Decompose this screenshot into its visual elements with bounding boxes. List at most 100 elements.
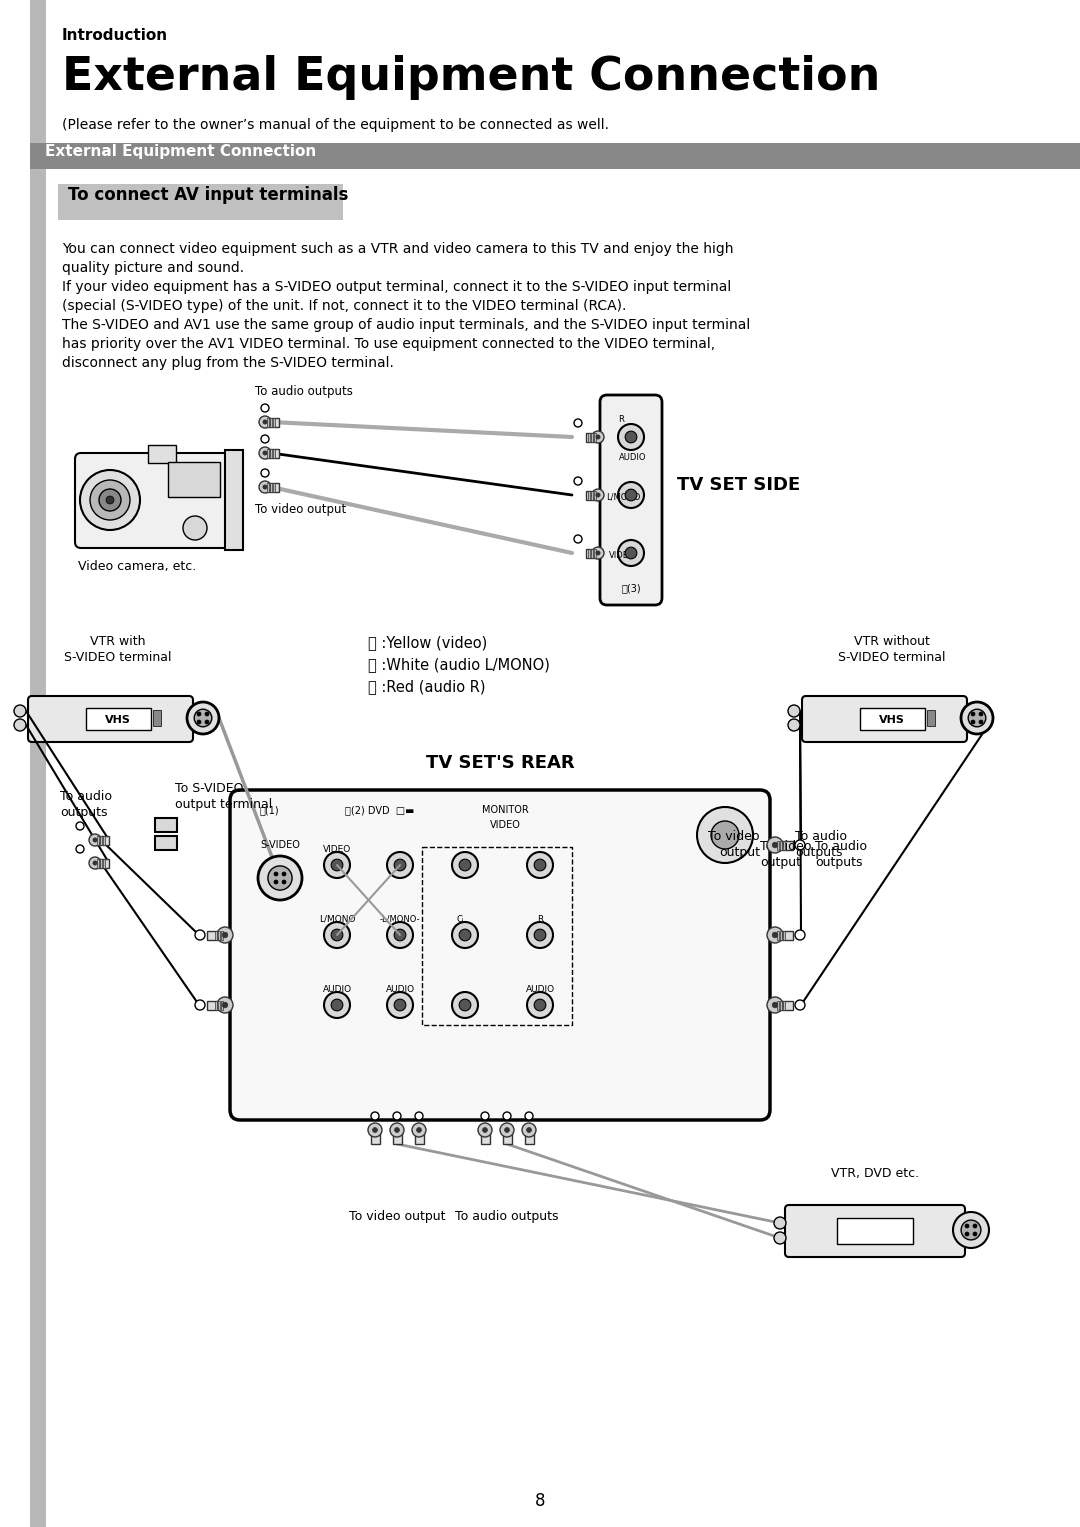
Circle shape <box>527 993 553 1019</box>
Circle shape <box>697 806 753 863</box>
Text: To audio outputs: To audio outputs <box>255 385 353 399</box>
Circle shape <box>76 844 84 854</box>
Circle shape <box>394 1127 400 1133</box>
Circle shape <box>274 872 278 876</box>
Circle shape <box>767 927 783 944</box>
Text: AUDIO: AUDIO <box>619 454 647 463</box>
Circle shape <box>258 857 302 899</box>
Text: output: output <box>719 846 760 860</box>
Bar <box>594 490 596 499</box>
Text: quality picture and sound.: quality picture and sound. <box>62 261 244 275</box>
Text: VHS: VHS <box>105 715 131 725</box>
Circle shape <box>262 450 267 455</box>
Bar <box>95 835 109 844</box>
Circle shape <box>971 721 975 724</box>
Circle shape <box>195 1000 205 1009</box>
Circle shape <box>261 405 269 412</box>
Text: 8: 8 <box>535 1492 545 1510</box>
Bar <box>86 709 151 730</box>
Text: To audio: To audio <box>795 831 847 843</box>
Circle shape <box>978 712 983 716</box>
Text: TV SET'S REAR: TV SET'S REAR <box>426 754 575 773</box>
Bar <box>270 417 272 426</box>
FancyBboxPatch shape <box>75 454 230 548</box>
Circle shape <box>387 993 413 1019</box>
Bar <box>30 0 46 1527</box>
Circle shape <box>795 840 805 851</box>
Bar <box>270 449 272 458</box>
Bar <box>780 930 782 939</box>
Circle shape <box>592 431 604 443</box>
Bar <box>370 1130 379 1144</box>
Circle shape <box>772 931 778 938</box>
Text: VIDEO: VIDEO <box>489 820 521 831</box>
Bar <box>586 548 598 557</box>
Bar <box>502 1130 512 1144</box>
Text: Cₗ: Cₗ <box>457 915 463 924</box>
Text: External Equipment Connection: External Equipment Connection <box>45 144 316 159</box>
Circle shape <box>390 1122 404 1138</box>
Circle shape <box>217 997 233 1012</box>
Text: ⬜(1): ⬜(1) <box>260 805 280 815</box>
Circle shape <box>393 1112 401 1119</box>
Bar <box>860 709 924 730</box>
Bar <box>588 548 590 557</box>
Text: outputs: outputs <box>60 806 108 818</box>
Circle shape <box>573 476 582 486</box>
Circle shape <box>966 1225 969 1228</box>
Text: To audio: To audio <box>815 840 867 854</box>
Circle shape <box>459 999 471 1011</box>
Circle shape <box>774 1232 786 1245</box>
Circle shape <box>282 872 286 876</box>
Text: outputs: outputs <box>815 857 863 869</box>
Circle shape <box>711 822 739 849</box>
Text: TV SET SIDE: TV SET SIDE <box>677 476 800 495</box>
Circle shape <box>387 922 413 948</box>
Circle shape <box>968 709 986 727</box>
Text: To video output: To video output <box>255 502 347 516</box>
Text: To S-VIDEO: To S-VIDEO <box>175 782 243 796</box>
Bar <box>153 710 161 725</box>
Circle shape <box>483 1127 487 1133</box>
Bar <box>168 463 220 496</box>
Circle shape <box>453 852 478 878</box>
Circle shape <box>183 516 207 541</box>
Circle shape <box>767 837 783 854</box>
Text: AUDIO: AUDIO <box>526 985 554 994</box>
Text: AUDIO: AUDIO <box>323 985 352 994</box>
Circle shape <box>417 1127 421 1133</box>
Circle shape <box>527 1127 531 1133</box>
Bar <box>777 930 779 939</box>
Bar <box>100 858 102 867</box>
Bar <box>97 858 99 867</box>
Circle shape <box>527 922 553 948</box>
Circle shape <box>332 999 342 1011</box>
Circle shape <box>205 712 210 716</box>
Circle shape <box>268 866 292 890</box>
Circle shape <box>197 712 201 716</box>
Circle shape <box>14 719 26 731</box>
Circle shape <box>368 1122 382 1138</box>
Circle shape <box>394 860 406 870</box>
Circle shape <box>596 435 600 440</box>
Text: To video output: To video output <box>349 1209 445 1223</box>
Text: has priority over the AV1 VIDEO terminal. To use equipment connected to the VIDE: has priority over the AV1 VIDEO terminal… <box>62 337 715 351</box>
Text: VIDEO: VIDEO <box>609 551 636 559</box>
Circle shape <box>259 481 271 493</box>
Bar <box>837 1219 913 1245</box>
Text: disconnect any plug from the S-VIDEO terminal.: disconnect any plug from the S-VIDEO ter… <box>62 356 394 370</box>
Text: outputs: outputs <box>795 846 842 860</box>
Circle shape <box>261 469 269 476</box>
Bar <box>927 710 935 725</box>
Bar <box>267 449 269 458</box>
Circle shape <box>106 496 114 504</box>
Circle shape <box>80 470 140 530</box>
Circle shape <box>93 838 97 841</box>
Circle shape <box>274 880 278 884</box>
Circle shape <box>795 930 805 941</box>
Bar <box>775 1000 793 1009</box>
Circle shape <box>618 483 644 508</box>
Bar <box>103 835 105 844</box>
Circle shape <box>618 541 644 567</box>
Bar <box>783 840 785 849</box>
